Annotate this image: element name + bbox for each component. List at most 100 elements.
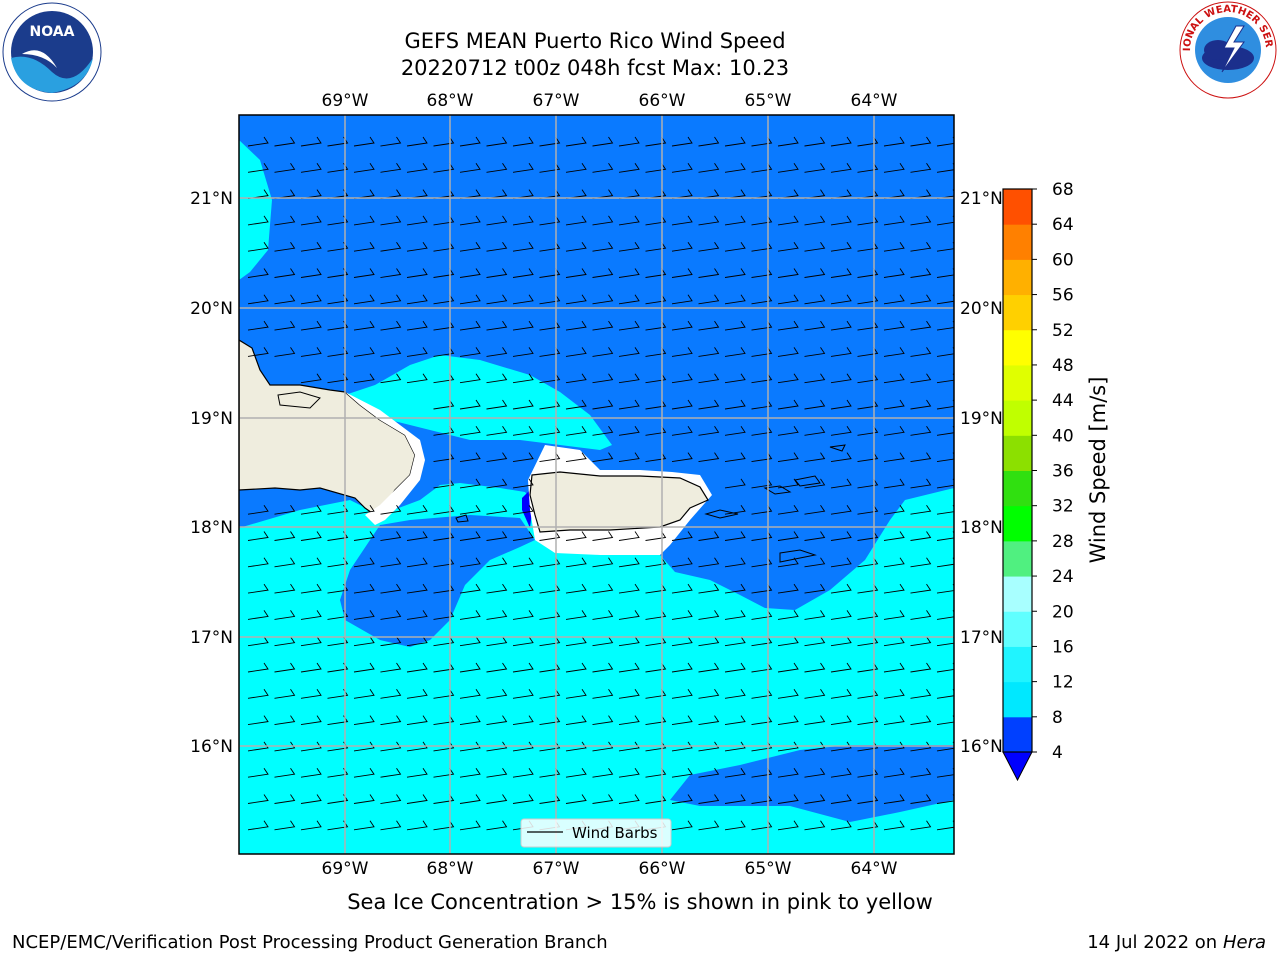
wind-barb <box>830 294 852 305</box>
wind-barb <box>804 399 826 410</box>
wind-barb <box>512 294 534 305</box>
wind-barb <box>936 399 954 410</box>
wind-barb <box>618 347 640 357</box>
wind-barb <box>512 241 534 252</box>
wind-barb <box>777 241 799 252</box>
wind-barb <box>486 794 508 804</box>
wind-barb <box>751 320 773 331</box>
wind-barb <box>777 426 799 436</box>
wind-barb <box>645 426 667 436</box>
wind-barb <box>910 241 932 252</box>
colorbar-segment <box>1003 329 1032 366</box>
wind-barb <box>724 557 746 568</box>
wind-barb <box>751 373 773 384</box>
wind-barb <box>247 610 269 620</box>
wind-barb <box>751 610 773 620</box>
wind-barb <box>936 610 954 620</box>
lon-label-bottom: 65°W <box>745 859 792 879</box>
wind-barb <box>936 531 954 541</box>
wind-barb <box>592 426 614 436</box>
wind-barb <box>380 557 402 568</box>
wind-barb <box>698 820 720 831</box>
wind-barb <box>936 268 954 278</box>
wind-barb <box>751 136 773 147</box>
wind-barb <box>857 215 879 226</box>
wind-barb <box>486 347 508 357</box>
wind-barb <box>618 583 640 594</box>
wind-barb <box>777 504 799 515</box>
wind-barb <box>274 820 296 831</box>
wind-barb <box>618 399 640 410</box>
wind-barb <box>645 636 667 647</box>
wind-barb <box>936 715 954 726</box>
wind-barb <box>751 662 773 673</box>
graticule <box>239 115 954 854</box>
wind-barb <box>539 452 561 463</box>
wind-barb <box>751 215 773 226</box>
wind-barb <box>883 689 905 699</box>
wind-barb <box>380 583 402 594</box>
wind-barb <box>353 767 375 778</box>
wind-barb <box>804 452 826 463</box>
wind-barb <box>936 478 954 489</box>
wind-barb <box>857 715 879 726</box>
wind-barb <box>247 557 269 568</box>
wind-barb <box>433 399 455 410</box>
wind-barb <box>512 347 534 357</box>
wind-barb <box>910 452 932 463</box>
wind-barb <box>512 136 534 147</box>
wind-barb <box>247 241 269 252</box>
wind-barb <box>592 373 614 384</box>
wind-barb <box>433 741 455 752</box>
wind-barb <box>645 452 667 463</box>
wind-barb <box>857 820 879 831</box>
wind-barb <box>645 268 667 278</box>
lon-label-bottom: 68°W <box>427 859 474 879</box>
wind-barb <box>698 610 720 620</box>
colorbar-tick-label: 32 <box>1052 497 1074 517</box>
wind-barb <box>406 320 428 331</box>
wind-barb <box>883 610 905 620</box>
wind-barb <box>406 215 428 226</box>
wind-barb <box>804 636 826 647</box>
wind-barb <box>353 215 375 226</box>
wind-barb <box>777 320 799 331</box>
svg-text:NOAA: NOAA <box>30 24 75 40</box>
wind-barb <box>857 320 879 331</box>
wind-barb <box>380 610 402 620</box>
wind-barb <box>804 347 826 357</box>
wind-barb <box>698 241 720 252</box>
wind-barb <box>380 347 402 357</box>
wind-barb <box>512 426 534 436</box>
wind-barb <box>751 504 773 515</box>
wind-barb <box>274 689 296 699</box>
wind-barb <box>777 610 799 620</box>
wind-barb <box>883 268 905 278</box>
wind-barb <box>910 767 932 778</box>
wind-barb <box>247 531 269 541</box>
wind-barb <box>698 347 720 357</box>
wind-barb <box>804 662 826 673</box>
wind-barb <box>883 478 905 489</box>
wind-barb <box>698 452 720 463</box>
wind-barb <box>512 767 534 778</box>
wind-barb <box>380 715 402 726</box>
wind-barb <box>565 557 587 568</box>
wind-barb <box>936 215 954 226</box>
wind-barb <box>724 373 746 384</box>
wind-barb <box>857 583 879 594</box>
wind-barb <box>539 583 561 594</box>
lat-label-right: 20°N <box>960 299 1003 319</box>
wind-barb <box>433 767 455 778</box>
wind-barb <box>804 531 826 541</box>
island-cays <box>277 391 321 409</box>
wind-barb <box>698 689 720 699</box>
wind-barb <box>247 320 269 331</box>
wind-barb <box>300 820 322 831</box>
wind-barb <box>406 662 428 673</box>
wind-barb <box>857 347 879 357</box>
wind-barb <box>433 662 455 673</box>
wind-barb <box>486 662 508 673</box>
wind-barb <box>406 163 428 173</box>
lon-label-bottom: 67°W <box>533 859 580 879</box>
